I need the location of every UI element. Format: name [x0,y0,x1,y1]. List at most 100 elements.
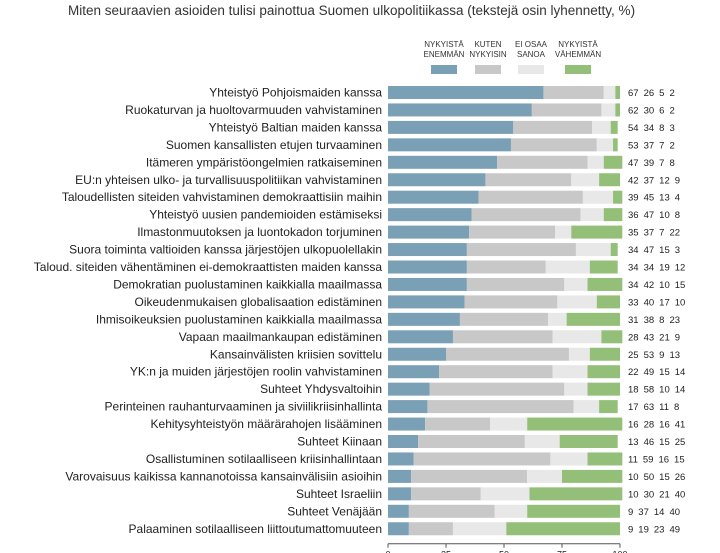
value-labels: 34 34 19 12 [628,263,685,274]
bar-segment [543,86,604,99]
data-label: 8 [669,158,674,169]
bar-segment [388,330,453,344]
value-labels: 47 39 7 8 [628,158,675,169]
data-label: 63 [644,402,655,413]
tick-label: 50 [499,550,509,553]
bar-segment [388,382,430,396]
bar-segment [497,155,588,169]
data-label: 5 [659,88,664,99]
bar-segment [388,190,479,204]
value-labels: 22 49 15 14 [628,367,685,378]
data-label: 42 [644,280,655,291]
bar-segment [550,452,588,466]
table-row: Suora toiminta valtioiden kanssa järjest… [69,243,680,257]
bar-segment [388,347,446,361]
bar-segment [559,435,618,448]
data-label: 6 [659,105,664,116]
category-label: Ihmisoikeuksien puolustaminen kaikkialla… [96,312,382,326]
bar-segment [429,382,565,396]
data-label: 34 [644,123,655,134]
data-label: 13 [669,350,680,361]
category-label: Perinteinen rauhanturvaaminen ja siviili… [105,400,383,414]
category-label: Suhteet Venäjään [287,504,382,518]
data-label: 43 [644,332,655,343]
data-label: 13 [628,437,639,448]
bar-segment [601,103,616,117]
bar-segment [388,295,465,309]
data-label: 8 [659,123,664,134]
bar-segment [552,330,602,344]
data-label: 7 [659,140,664,151]
value-labels: 13 46 15 25 [628,437,685,448]
bar-segment [589,347,620,361]
table-row: Yhteistyö uusien pandemioiden estämiseks… [149,208,680,222]
category-label: Kehitysyhteistyön määrärahojen lisäämine… [151,417,382,431]
data-label: 59 [643,454,654,465]
value-labels: 9 19 23 49 [628,524,680,535]
bar-segment [471,208,581,222]
bar-segment [490,417,528,431]
data-label: 18 [628,385,639,396]
category-label: Palaaminen sotilaalliseen liittoutumatto… [129,522,382,536]
data-label: 40 [669,507,680,518]
bar-segment [524,435,560,448]
bar-segment [603,86,616,99]
legend-swatch [565,65,591,74]
category-label: Ilmastonmuutoksen ja luontokadon torjumi… [137,225,382,239]
bar-segment [587,452,623,466]
data-label: 37 [638,507,649,518]
bar-segment [427,400,574,414]
value-labels: 28 43 21 9 [628,332,680,343]
bar-segment [571,225,623,239]
bar-segment [388,225,470,239]
bar-segment [596,295,620,309]
value-labels: 36 47 10 8 [628,210,680,221]
value-labels: 33 40 17 10 [628,297,685,308]
data-label: 7 [659,158,664,169]
data-label: 17 [628,402,639,413]
bar-segment [388,120,514,134]
category-label: Taloudellisten siteiden vahvistaminen de… [62,190,382,204]
table-row: Itämeren ympäristöongelmien ratkaisemine… [146,155,675,169]
data-label: 14 [654,507,665,518]
legend-label: VÄHEMMÄN [555,50,601,59]
bar-segment [408,522,453,536]
data-label: 8 [675,210,680,221]
value-labels: 54 34 8 3 [628,123,675,134]
data-label: 2 [669,105,674,116]
data-label: 13 [659,193,670,204]
bar-segment [510,138,597,152]
bar-segment [388,277,467,291]
category-label: Osallistuminen sotilaalliseen kriisinhal… [146,452,382,466]
bar-segment [557,295,597,309]
data-label: 47 [628,158,639,169]
bar-segment [388,400,428,414]
data-label: 26 [675,472,686,483]
data-label: 19 [659,263,670,274]
data-label: 22 [628,367,639,378]
data-label: 22 [669,228,680,239]
category-label: YK:n ja muiden järjestöjen roolin vahvis… [130,365,382,379]
bar-segment [388,487,412,501]
data-label: 15 [659,245,670,256]
data-label: 11 [628,454,638,465]
table-row: Suhteet Israeliin 10 30 21 40 [296,487,685,501]
bar-segment [439,365,553,379]
data-label: 23 [669,315,680,326]
bar-segment [388,208,472,222]
data-label: 23 [654,524,665,535]
data-label: 38 [644,315,655,326]
table-row: Perinteinen rauhanturvaaminen ja siviili… [105,400,680,414]
data-label: 34 [628,245,639,256]
data-label: 10 [675,297,686,308]
data-label: 10 [659,385,670,396]
table-row: Yhteistyö Pohjoismaiden kanssa 67 26 5 2 [209,86,675,100]
table-row: Vapaan maailmankaupan edistäminen 28 43 21 9 [179,330,680,344]
data-label: 30 [644,105,655,116]
bar-segment [411,487,481,501]
data-label: 37 [644,228,655,239]
bar-segment [464,295,558,309]
category-label: Oikeudenmukaisen globalisaation edistämi… [135,295,383,309]
bar-segment [388,260,467,274]
data-label: 49 [644,367,655,378]
